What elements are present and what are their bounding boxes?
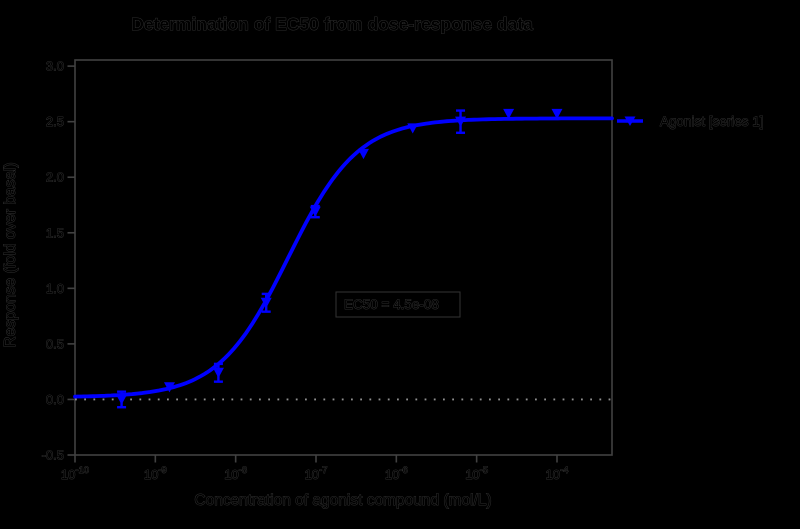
x-tick-label: 10-8 [224, 465, 247, 482]
legend-marker-triangle-down-icon [624, 116, 636, 126]
ec50-annotation-text: EC50 = 4.5e-08 [344, 297, 439, 312]
x-tick-label: 10-4 [546, 465, 569, 482]
curve-layer [73, 116, 614, 399]
ec50-annotation: EC50 = 4.5e-08 [335, 291, 461, 318]
y-tick-label: -0.5 [42, 448, 64, 463]
plot-frame [74, 59, 613, 456]
data-point-triangle-down [357, 148, 369, 160]
data-point-triangle-down [503, 108, 515, 120]
x-tick-label: 10-6 [385, 465, 408, 482]
y-tick-label: 1.5 [46, 225, 64, 240]
y-tick-label: 0.5 [46, 336, 64, 351]
dose-response-curve [73, 116, 614, 399]
y-tick-label: 1.0 [46, 281, 64, 296]
data-point-triangle-down [551, 108, 563, 120]
x-axis-label: Concentration of agonist compound (mol/L… [194, 492, 491, 509]
data-point-triangle-down [116, 394, 128, 405]
y-tick-label: 2.0 [46, 170, 64, 185]
data-point-triangle-down [163, 382, 175, 393]
x-tick-label: 10-5 [465, 465, 488, 482]
y-tick-label: 2.5 [46, 114, 64, 129]
legend: Agonist [series 1] [617, 114, 764, 129]
axes-layer: 10-10 10-9 10-8 10-7 10-6 10-5 10-4 -0.5 0.0 0.5 1… [41, 58, 613, 482]
data-point-triangle-down [455, 116, 467, 127]
data-points-layer [116, 108, 563, 409]
x-tick-label: 10-10 [61, 465, 89, 482]
ec50-annotation-box [335, 291, 461, 318]
chart-title: Determination of EC50 from dose-response… [131, 14, 533, 34]
data-point-triangle-down [212, 367, 224, 378]
data-point-triangle-down [309, 206, 321, 217]
y-axis-label: Response (fold over basal) [2, 162, 19, 347]
data-point-triangle-down [260, 297, 272, 308]
y-tick-label: 0.0 [46, 392, 64, 407]
x-tick-label: 10-7 [305, 465, 328, 482]
x-tick-label: 10-9 [144, 465, 167, 482]
y-tick-label: 3.0 [46, 59, 64, 74]
data-point-triangle-down [407, 123, 419, 134]
legend-entry-label: Agonist [series 1] [660, 114, 764, 129]
